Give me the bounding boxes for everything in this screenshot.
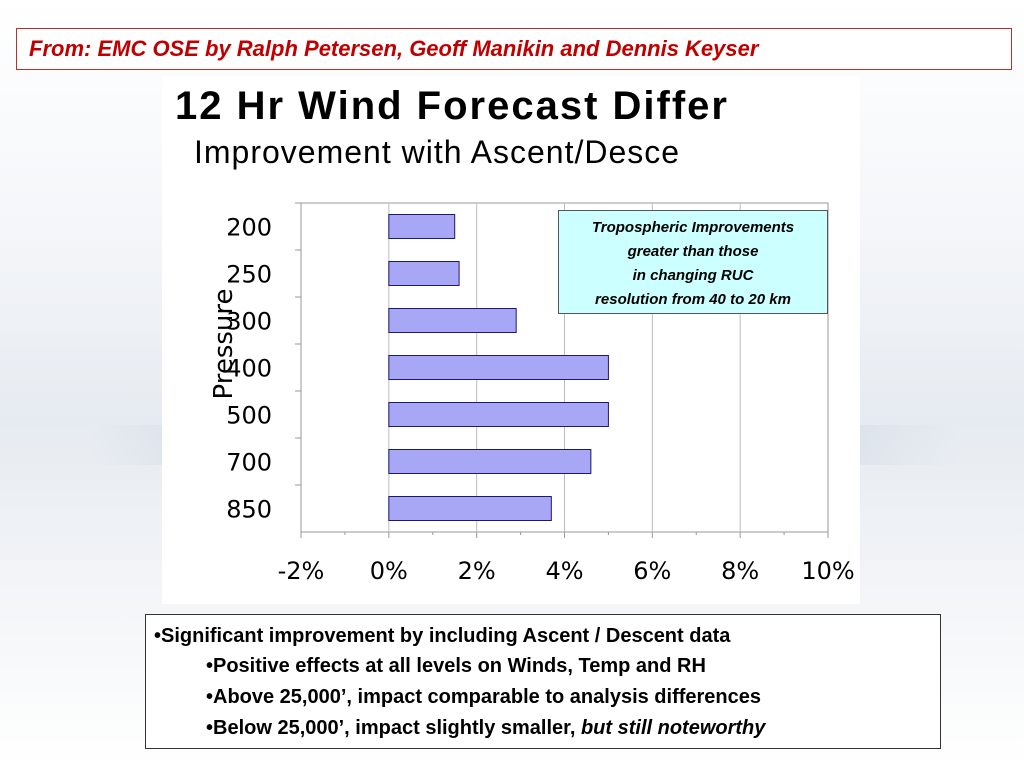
x-tick-label: -2%	[278, 557, 325, 585]
bullet-main: •Significant improvement by including As…	[154, 625, 731, 647]
source-credit: From: EMC OSE by Ralph Petersen, Geoff M…	[29, 36, 759, 61]
summary-bullets: •Significant improvement by including As…	[145, 614, 941, 749]
bar	[388, 496, 552, 521]
bullet-sub: •Below 25,000’, impact slightly smaller,…	[206, 717, 765, 740]
y-axis-label: Pressure	[209, 288, 239, 399]
x-tick-label: 0%	[370, 557, 408, 585]
y-tick-label: 200	[226, 214, 272, 242]
x-tick-label: 4%	[545, 557, 583, 585]
y-tick-label: 400	[226, 355, 272, 383]
x-tick-label: 2%	[458, 557, 496, 585]
bar	[388, 449, 592, 474]
annotation-line: greater than those	[627, 243, 759, 260]
bar	[388, 402, 609, 427]
bar-chart: -2% 0% 2% 4% 6% 8% 10% 200 250 300 400 500 700 850 Pre…	[209, 202, 855, 585]
bullet-text: •Below 25,000’, impact slightly smaller,	[206, 717, 581, 739]
chart-area: 12 Hr Wind Forecast Differ Improvement w…	[162, 76, 860, 604]
bar	[388, 308, 517, 333]
y-tick-label: 500	[226, 402, 272, 430]
x-tick-label: 6%	[633, 557, 671, 585]
y-tick-label: 850	[226, 496, 272, 524]
bar	[388, 214, 456, 239]
annotation-line: in changing RUC	[632, 267, 754, 284]
bullet-emphasis: but still noteworthy	[580, 717, 766, 739]
y-tick-label: 300	[226, 308, 272, 336]
x-tick-label: 10%	[801, 557, 854, 585]
source-credit-box: From: EMC OSE by Ralph Petersen, Geoff M…	[16, 28, 1012, 70]
chart-subtitle: Improvement with Ascent/Desce	[194, 134, 681, 170]
bullet-sub: •Above 25,000’, impact comparable to ana…	[206, 686, 762, 708]
x-tick-label: 8%	[721, 557, 759, 585]
annotation-box: Tropospheric Improvements greater than t…	[558, 210, 828, 314]
bar	[388, 355, 609, 380]
chart-title: 12 Hr Wind Forecast Differ	[175, 84, 729, 128]
bar	[388, 261, 460, 286]
bullet-sub: •Positive effects at all levels on Winds…	[206, 655, 706, 677]
y-tick-label: 250	[226, 261, 272, 289]
annotation-line: Tropospheric Improvements	[591, 219, 795, 236]
annotation-line: resolution from 40 to 20 km	[595, 291, 791, 308]
y-tick-label: 700	[226, 449, 272, 477]
